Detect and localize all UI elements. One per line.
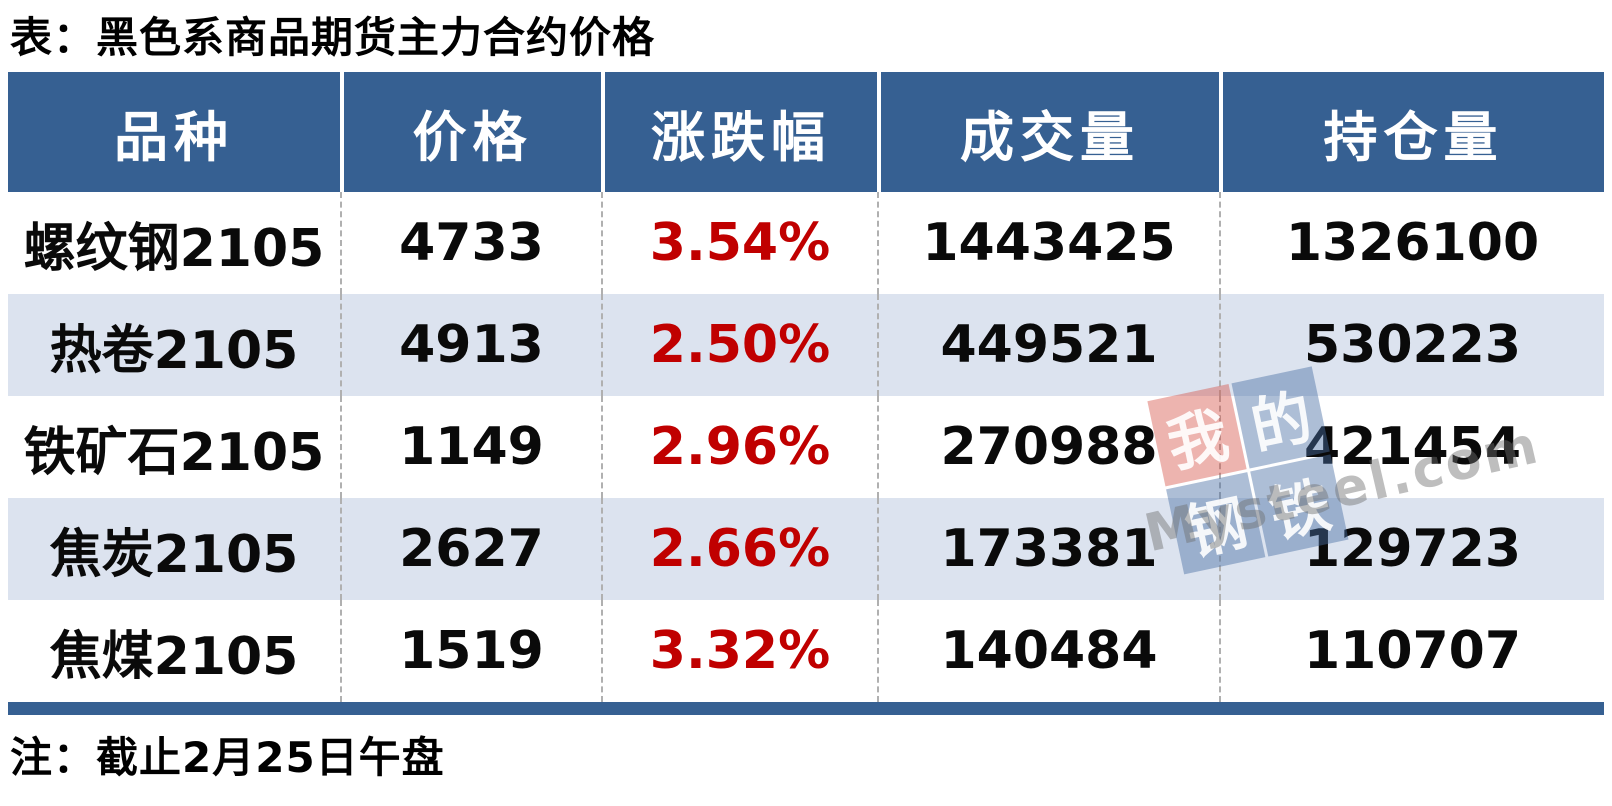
cell-variety: 热卷2105: [49, 320, 299, 381]
cell-volume: 173381: [877, 498, 1219, 600]
cell-open-interest: 421454: [1219, 396, 1604, 498]
cell-change: 2.96%: [601, 396, 877, 498]
table-row: 铁矿石2105 1149 2.96% 270988 421454: [8, 396, 1604, 498]
table-row: 螺纹钢2105 4733 3.54% 1443425 1326100: [8, 192, 1604, 294]
cell-volume: 449521: [877, 294, 1219, 396]
footnote: 注：截止2月25日午盘: [10, 733, 445, 782]
cell-price: 2627: [340, 498, 601, 600]
cell-volume: 270988: [877, 396, 1219, 498]
table-body: 螺纹钢2105 4733 3.54% 1443425 1326100 热卷2105 4913…: [8, 192, 1604, 702]
cell-price: 1519: [340, 600, 601, 702]
futures-table: 品种 价格 涨跌幅 成交量 持仓量 螺纹钢2105 4733 3.54% 144342…: [8, 72, 1604, 715]
header-open-interest: 持仓量: [1219, 72, 1604, 192]
cell-change: 3.54%: [601, 192, 877, 294]
cell-variety: 螺纹钢2105: [23, 218, 325, 279]
header-price: 价格: [340, 72, 601, 192]
cell-change: 3.32%: [601, 600, 877, 702]
cell-change: 2.50%: [601, 294, 877, 396]
cell-price: 4733: [340, 192, 601, 294]
cell-open-interest: 530223: [1219, 294, 1604, 396]
cell-price: 1149: [340, 396, 601, 498]
cell-open-interest: 129723: [1219, 498, 1604, 600]
page-title: 表：黑色系商品期货主力合约价格: [10, 13, 656, 62]
table-bottom-border: [8, 702, 1604, 715]
table-row: 焦煤2105 1519 3.32% 140484 110707: [8, 600, 1604, 702]
header-variety: 品种: [114, 107, 234, 168]
cell-change: 2.66%: [601, 498, 877, 600]
table-row: 焦炭2105 2627 2.66% 173381 129723: [8, 498, 1604, 600]
header-change: 涨跌幅: [601, 72, 877, 192]
cell-open-interest: 110707: [1219, 600, 1604, 702]
cell-variety: 焦炭2105: [49, 524, 299, 585]
cell-variety: 铁矿石2105: [23, 422, 325, 483]
table-header-row: 品种 价格 涨跌幅 成交量 持仓量: [8, 72, 1604, 192]
cell-volume: 1443425: [877, 192, 1219, 294]
header-volume: 成交量: [877, 72, 1219, 192]
cell-volume: 140484: [877, 600, 1219, 702]
table-row: 热卷2105 4913 2.50% 449521 530223: [8, 294, 1604, 396]
cell-price: 4913: [340, 294, 601, 396]
cell-open-interest: 1326100: [1219, 192, 1604, 294]
cell-variety: 焦煤2105: [49, 626, 299, 687]
